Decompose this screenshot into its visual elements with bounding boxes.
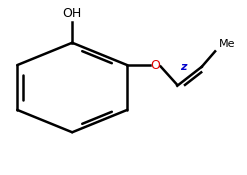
Text: OH: OH <box>62 7 82 20</box>
Text: z: z <box>180 62 187 72</box>
Text: O: O <box>150 59 160 72</box>
Text: Me: Me <box>219 39 235 49</box>
